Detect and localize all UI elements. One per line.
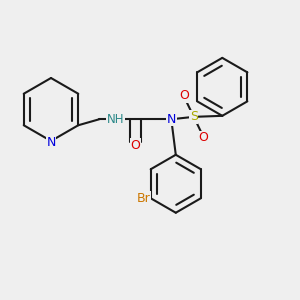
Text: N: N <box>46 136 56 149</box>
Text: N: N <box>167 113 176 126</box>
Text: S: S <box>190 110 198 123</box>
Text: O: O <box>199 131 208 144</box>
Text: O: O <box>179 89 189 102</box>
Text: O: O <box>130 139 140 152</box>
Text: Br: Br <box>136 192 150 205</box>
Text: NH: NH <box>107 113 124 126</box>
